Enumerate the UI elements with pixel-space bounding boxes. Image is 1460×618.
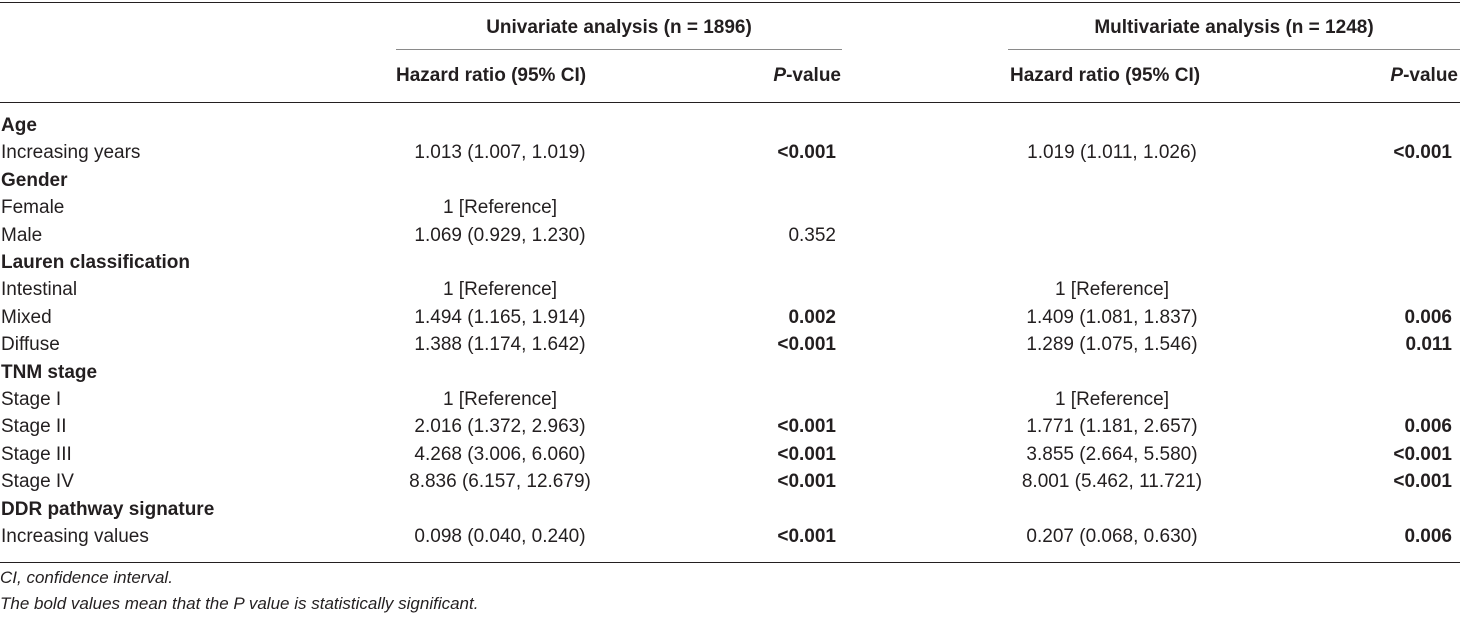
p-suffix: -value (1403, 65, 1458, 86)
univariate-span-rule (396, 49, 842, 50)
group-heading: DDR pathway signature (1, 498, 215, 520)
row-label: Increasing years (1, 142, 141, 164)
univariate-p-cell: <0.001 (777, 142, 836, 164)
multivariate-p-cell: 0.006 (1404, 306, 1452, 328)
row-label: Female (1, 197, 65, 219)
multivariate-p-cell: 0.011 (1405, 334, 1453, 356)
univariate-hr-cell: 1.494 (1.165, 1.914) (414, 306, 586, 328)
multivariate-span-rule (1008, 49, 1460, 50)
multivariate-header: Multivariate analysis (n = 1248) (1094, 17, 1374, 38)
row-label: Diffuse (1, 334, 60, 356)
row-label: Male (1, 224, 43, 246)
table-bottom-rule (0, 562, 1460, 563)
multivariate-hr-cell: 1.289 (1.075, 1.546) (1026, 334, 1198, 356)
group-heading: Age (1, 115, 37, 136)
multivariate-p-cell: <0.001 (1393, 142, 1452, 164)
row-label: Increasing values (1, 526, 149, 547)
multivariate-p-cell: 0.006 (1404, 416, 1452, 438)
multivariate-hr-cell: 3.855 (2.664, 5.580) (1026, 443, 1198, 465)
multivariate-hr-cell: 1.409 (1.081, 1.837) (1026, 306, 1198, 328)
row-label: Stage I (1, 389, 62, 410)
univariate-hr-cell: 1.013 (1.007, 1.019) (414, 142, 586, 164)
group-heading: TNM stage (1, 361, 98, 383)
univariate-p-cell: <0.001 (777, 443, 836, 465)
univariate-hr-header: Hazard ratio (95% CI) (396, 65, 587, 86)
univariate-hr-cell: 0.098 (0.040, 0.240) (414, 526, 586, 547)
multivariate-hr-cell: 1.771 (1.181, 2.657) (1026, 416, 1198, 438)
univariate-hr-cell: 1 [Reference] (442, 389, 558, 410)
univariate-p-cell: <0.001 (777, 416, 836, 438)
group-heading: Lauren classification (1, 252, 191, 273)
univariate-p-cell: 0.352 (788, 224, 836, 246)
header-bottom-rule (0, 102, 1460, 103)
multivariate-hr-header: Hazard ratio (95% CI) (1010, 65, 1201, 86)
univariate-hr-cell: 1.069 (0.929, 1.230) (414, 224, 586, 246)
univariate-hr-cell: 1 [Reference] (442, 197, 558, 219)
univariate-p-cell: <0.001 (777, 471, 836, 493)
p-italic: P (1390, 65, 1404, 86)
table-top-rule (0, 2, 1460, 3)
univariate-hr-cell: 1.388 (1.174, 1.642) (414, 334, 586, 356)
multivariate-hr-cell: 1.019 (1.011, 1.026) (1027, 142, 1197, 164)
multivariate-p-cell: 0.006 (1404, 526, 1452, 547)
footnote-bold: The bold values mean that the P value is… (0, 594, 479, 613)
univariate-hr-cell: 4.268 (3.006, 6.060) (414, 443, 586, 465)
row-label: Intestinal (1, 279, 78, 301)
multivariate-hr-cell: 1 [Reference] (1054, 389, 1170, 410)
row-label: Mixed (1, 306, 52, 328)
group-heading: Gender (1, 169, 68, 191)
multivariate-p-header: P-value (1300, 62, 1458, 89)
p-suffix: -value (786, 65, 841, 86)
row-label: Stage III (1, 443, 72, 465)
p-italic: P (773, 65, 787, 86)
univariate-p-cell: <0.001 (777, 526, 836, 547)
univariate-hr-cell: 1 [Reference] (442, 279, 558, 301)
univariate-p-cell: 0.002 (788, 306, 836, 328)
univariate-p-header: P-value (700, 62, 841, 89)
multivariate-hr-cell: 0.207 (0.068, 0.630) (1026, 526, 1198, 547)
multivariate-hr-cell: 1 [Reference] (1054, 279, 1170, 301)
univariate-hr-cell: 8.836 (6.157, 12.679) (409, 471, 591, 493)
row-label: Stage IV (1, 471, 74, 493)
row-label: Stage II (1, 416, 67, 438)
univariate-header: Univariate analysis (n = 1896) (486, 17, 752, 38)
multivariate-p-cell: <0.001 (1393, 471, 1452, 493)
univariate-p-cell: <0.001 (777, 334, 836, 356)
footnote-ci: CI, confidence interval. (0, 568, 173, 587)
univariate-hr-cell: 2.016 (1.372, 2.963) (414, 416, 586, 438)
multivariate-p-cell: <0.001 (1393, 443, 1452, 465)
multivariate-hr-cell: 8.001 (5.462, 11.721) (1021, 471, 1203, 493)
